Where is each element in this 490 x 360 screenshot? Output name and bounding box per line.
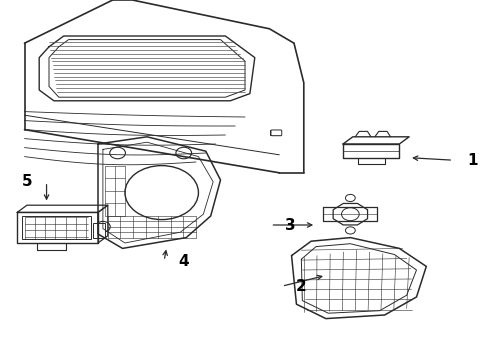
Text: 5: 5 — [22, 174, 32, 189]
FancyBboxPatch shape — [271, 130, 282, 136]
Bar — [93, 223, 105, 238]
Bar — [22, 216, 91, 239]
Text: 3: 3 — [285, 217, 295, 233]
Text: 1: 1 — [467, 153, 478, 168]
Bar — [270, 130, 280, 135]
Text: 4: 4 — [178, 253, 189, 269]
Text: 2: 2 — [296, 279, 307, 294]
